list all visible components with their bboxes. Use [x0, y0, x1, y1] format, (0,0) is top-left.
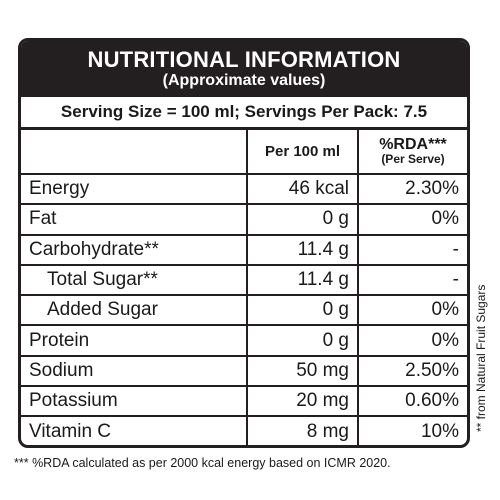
table-row: Vitamin C 8 mg 10%	[21, 415, 467, 445]
nutrient-value: 0 g	[246, 294, 359, 327]
header-rda: %RDA*** (Per Serve)	[357, 130, 467, 175]
nutrient-name: Total Sugar**	[21, 263, 248, 297]
table-row: Fat 0 g 0%	[21, 203, 467, 236]
nutrient-value: 11.4 g	[246, 233, 359, 266]
nutrient-rda: 2.30%	[357, 172, 467, 206]
nutrition-panel: NUTRITIONAL INFORMATION (Approximate val…	[18, 38, 470, 448]
nutrient-rda: 0%	[357, 324, 467, 357]
nutrient-value: 8 mg	[246, 415, 359, 445]
nutrient-rda: 10%	[357, 415, 467, 445]
table-row: Sodium 50 mg 2.50%	[21, 354, 467, 388]
nutrient-rda: 2.50%	[357, 354, 467, 388]
nutrient-value: 20 mg	[246, 385, 359, 418]
nutrition-header: NUTRITIONAL INFORMATION (Approximate val…	[21, 41, 467, 97]
nutrient-value: 0 g	[246, 203, 359, 236]
nutrient-name: Added Sugar	[21, 294, 248, 327]
nutrient-name: Carbohydrate**	[21, 233, 248, 266]
table-row: Added Sugar 0 g 0%	[21, 294, 467, 327]
nutrient-rda: -	[357, 263, 467, 297]
rda-footnote: *** %RDA calculated as per 2000 kcal ene…	[14, 456, 391, 470]
nutrient-value: 0 g	[246, 324, 359, 357]
nutrient-name: Energy	[21, 172, 248, 206]
table-row: Carbohydrate** 11.4 g -	[21, 233, 467, 266]
table-row: Energy 46 kcal 2.30%	[21, 172, 467, 206]
table-row: Total Sugar** 11.4 g -	[21, 263, 467, 297]
nutrient-name: Potassium	[21, 385, 248, 418]
nutrient-name: Fat	[21, 203, 248, 236]
header-blank	[21, 130, 248, 175]
nutrient-name: Sodium	[21, 354, 248, 388]
table-row: Protein 0 g 0%	[21, 324, 467, 357]
serving-info: Serving Size = 100 ml; Servings Per Pack…	[21, 97, 467, 130]
nutrient-name: Protein	[21, 324, 248, 357]
sugar-side-note: ** from Natural Fruit Sugars	[474, 284, 488, 432]
panel-subtitle: (Approximate values)	[162, 72, 326, 89]
nutrition-table: Per 100 ml %RDA*** (Per Serve) Energy 46…	[21, 130, 467, 445]
nutrient-rda: 0%	[357, 294, 467, 327]
header-rda-sub: (Per Serve)	[381, 151, 445, 166]
panel-title: NUTRITIONAL INFORMATION	[87, 47, 401, 72]
nutrient-rda: 0.60%	[357, 385, 467, 418]
nutrient-value: 46 kcal	[246, 172, 359, 206]
nutrient-rda: 0%	[357, 203, 467, 236]
table-row: Potassium 20 mg 0.60%	[21, 385, 467, 418]
table-header-row: Per 100 ml %RDA*** (Per Serve)	[21, 130, 467, 175]
header-per-100ml: Per 100 ml	[246, 130, 359, 175]
nutrient-value: 50 mg	[246, 354, 359, 388]
nutrient-value: 11.4 g	[246, 263, 359, 297]
nutrient-rda: -	[357, 233, 467, 266]
nutrient-name: Vitamin C	[21, 415, 248, 445]
header-rda-main: %RDA***	[379, 135, 447, 153]
